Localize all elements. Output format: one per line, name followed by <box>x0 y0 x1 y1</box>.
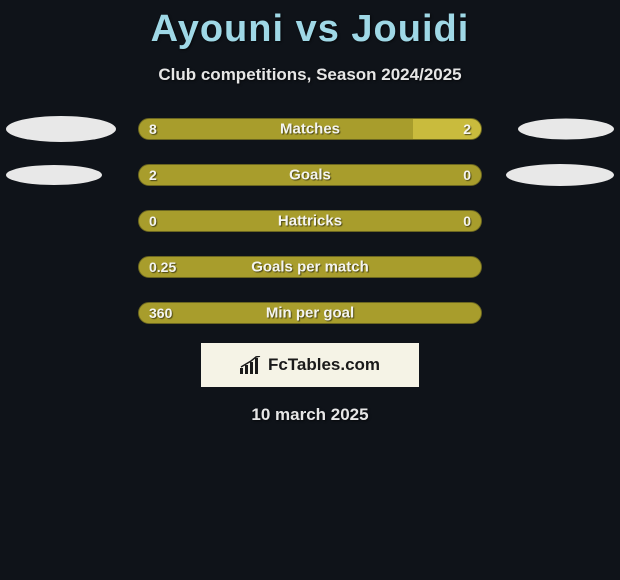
bar-fill-left <box>139 303 481 323</box>
stat-bar: 360Min per goal <box>138 302 482 324</box>
bar-fill-left <box>139 257 481 277</box>
comparison-chart: 82Matches 20Goals 00Hattricks 0.25Goals per… <box>0 113 620 329</box>
stat-row: 82Matches <box>0 113 620 145</box>
player-left-ellipse <box>6 165 102 185</box>
stat-bar: 82Matches <box>138 118 482 140</box>
date-label: 10 march 2025 <box>0 405 620 425</box>
stat-row: 360Min per goal <box>0 297 620 329</box>
player-right-ellipse <box>518 119 614 140</box>
bar-fill-left <box>139 119 413 139</box>
logo-text: FcTables.com <box>268 355 380 375</box>
stat-row: 00Hattricks <box>0 205 620 237</box>
chart-icon <box>240 356 262 374</box>
stat-bar: 20Goals <box>138 164 482 186</box>
bar-fill-left <box>139 165 481 185</box>
bar-fill-right <box>413 119 481 139</box>
stat-row: 0.25Goals per match <box>0 251 620 283</box>
page-title: Ayouni vs Jouidi <box>0 0 620 51</box>
stat-bar: 0.25Goals per match <box>138 256 482 278</box>
logo-box: FcTables.com <box>201 343 419 387</box>
stat-row: 20Goals <box>0 159 620 191</box>
page-subtitle: Club competitions, Season 2024/2025 <box>0 65 620 85</box>
stat-bar: 00Hattricks <box>138 210 482 232</box>
bar-fill-left <box>139 211 481 231</box>
player-right-ellipse <box>506 164 614 186</box>
player-left-ellipse <box>6 116 116 142</box>
